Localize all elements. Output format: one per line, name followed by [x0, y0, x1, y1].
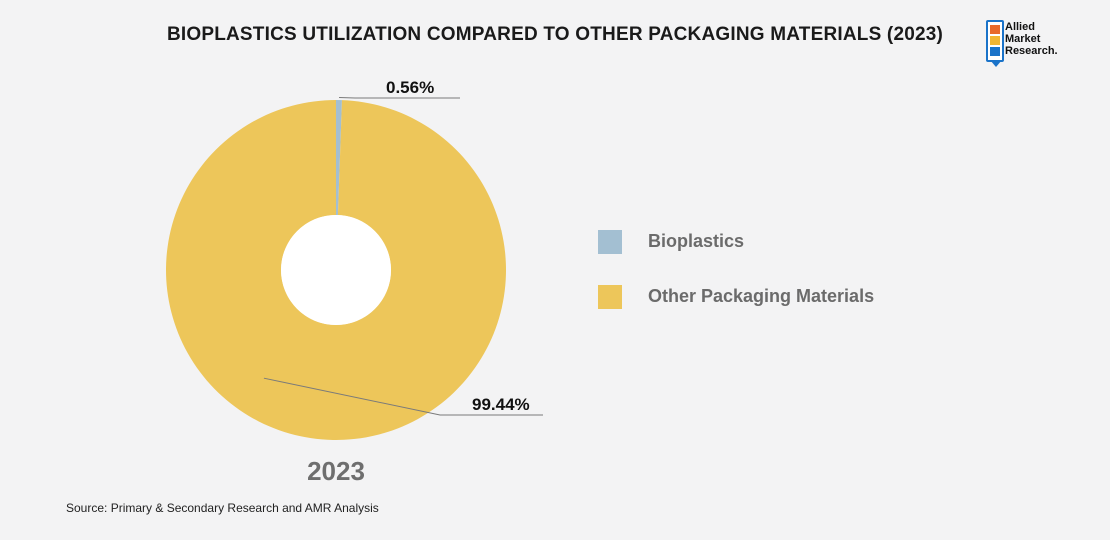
donut-hole: [281, 215, 391, 325]
legend-label: Bioplastics: [648, 231, 745, 251]
year-label: 2023: [307, 456, 365, 486]
data-label-other-packaging: 99.44%: [472, 395, 530, 414]
legend-item-other-packaging: Other Packaging Materials: [598, 285, 1018, 311]
legend-swatch: [598, 285, 622, 309]
leader-line-other-packaging: [263, 377, 543, 416]
data-label-bioplastics: 0.56%: [386, 78, 434, 97]
pie-slice-bioplastics: [336, 100, 342, 216]
chart-title: BIOPLASTICS UTILIZATION COMPARED TO OTHE…: [166, 24, 944, 45]
legend-item-bioplastics: Bioplastics: [598, 230, 1018, 256]
pie-slice-other-packaging: [166, 100, 507, 440]
legend-swatch: [598, 230, 622, 254]
amr-logo: Allied Market Research.: [986, 20, 1076, 68]
legend-label: Other Packaging Materials: [648, 286, 875, 306]
logo-text: Allied Market Research.: [1005, 21, 1058, 57]
source-note: Source: Primary & Secondary Research and…: [66, 501, 379, 515]
